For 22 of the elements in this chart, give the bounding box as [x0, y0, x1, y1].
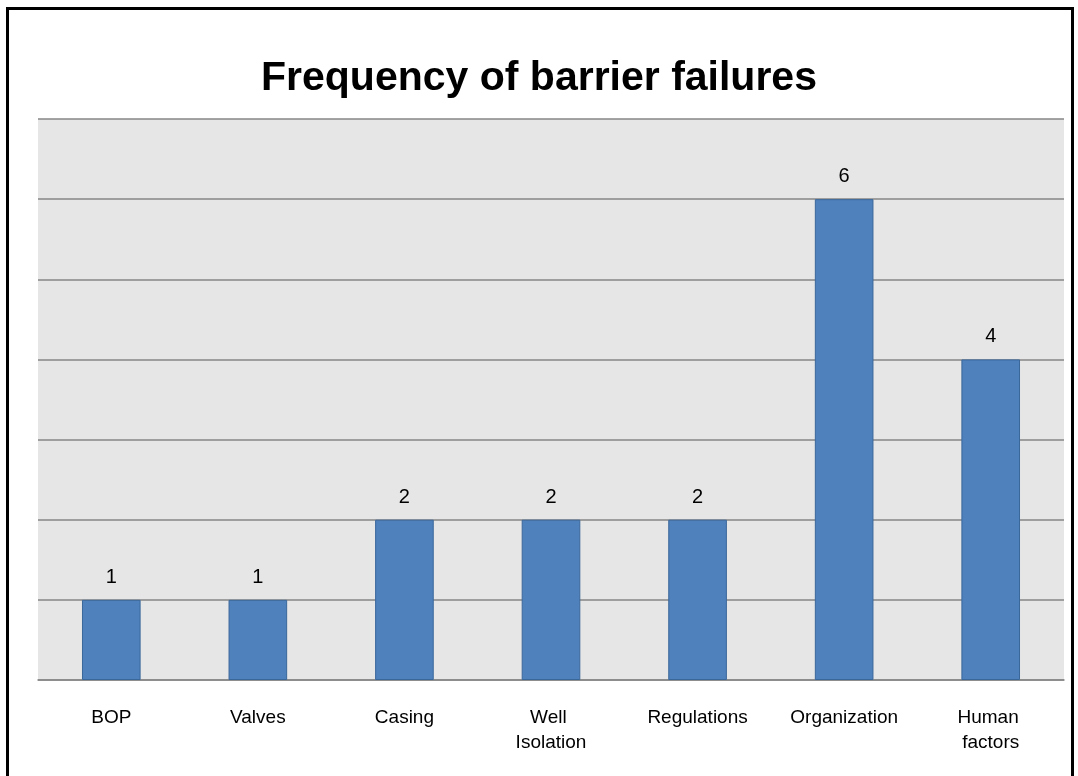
x-tick-label: Valves [230, 706, 286, 727]
bar [814, 199, 874, 680]
bar [961, 359, 1021, 680]
x-tick-label: Well Isolation [515, 706, 587, 752]
x-tick-label: BOP [91, 706, 132, 727]
bar [668, 519, 727, 680]
data-label: 2 [692, 484, 704, 507]
chart-title: Frequency of barrier failures [261, 52, 817, 99]
bar [375, 519, 434, 680]
x-tick-label: Organization [790, 706, 899, 727]
data-label: 6 [838, 164, 850, 187]
data-label: 1 [105, 564, 117, 587]
data-label: 4 [985, 324, 997, 347]
x-tick-label: Casing [374, 706, 435, 727]
x-tick-label: Human factors [957, 706, 1024, 752]
data-label: 1 [252, 564, 264, 587]
data-label: 2 [398, 484, 410, 507]
data-label: 2 [545, 484, 557, 507]
bar [228, 599, 288, 680]
x-tick-label: Regulations [647, 706, 748, 727]
bar [521, 519, 581, 680]
bar [81, 599, 141, 680]
